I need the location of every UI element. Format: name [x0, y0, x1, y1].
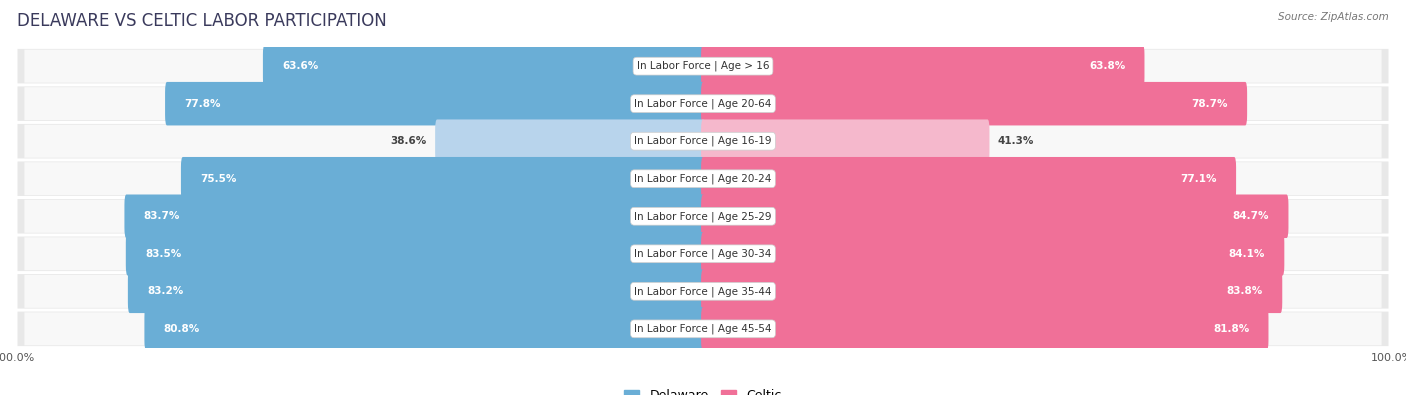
Text: In Labor Force | Age 16-19: In Labor Force | Age 16-19	[634, 136, 772, 147]
Text: 84.1%: 84.1%	[1229, 249, 1265, 259]
Text: In Labor Force | Age 25-29: In Labor Force | Age 25-29	[634, 211, 772, 222]
FancyBboxPatch shape	[702, 82, 1247, 126]
FancyBboxPatch shape	[702, 232, 1284, 276]
Text: 83.5%: 83.5%	[145, 249, 181, 259]
FancyBboxPatch shape	[24, 162, 1382, 195]
FancyBboxPatch shape	[24, 50, 1382, 83]
Text: 83.2%: 83.2%	[148, 286, 183, 296]
Legend: Delaware, Celtic: Delaware, Celtic	[620, 384, 786, 395]
FancyBboxPatch shape	[702, 44, 1144, 88]
Text: In Labor Force | Age 30-34: In Labor Force | Age 30-34	[634, 248, 772, 259]
FancyBboxPatch shape	[702, 269, 1282, 313]
FancyBboxPatch shape	[125, 232, 704, 276]
Text: In Labor Force | Age 45-54: In Labor Force | Age 45-54	[634, 324, 772, 334]
FancyBboxPatch shape	[434, 119, 704, 163]
Text: 83.7%: 83.7%	[143, 211, 180, 221]
FancyBboxPatch shape	[702, 194, 1288, 238]
FancyBboxPatch shape	[165, 82, 704, 126]
Text: 80.8%: 80.8%	[163, 324, 200, 334]
Text: In Labor Force | Age 20-64: In Labor Force | Age 20-64	[634, 98, 772, 109]
Text: Source: ZipAtlas.com: Source: ZipAtlas.com	[1278, 12, 1389, 22]
FancyBboxPatch shape	[24, 125, 1382, 158]
FancyBboxPatch shape	[24, 312, 1382, 345]
Text: DELAWARE VS CELTIC LABOR PARTICIPATION: DELAWARE VS CELTIC LABOR PARTICIPATION	[17, 12, 387, 30]
FancyBboxPatch shape	[24, 200, 1382, 233]
FancyBboxPatch shape	[17, 49, 1389, 83]
Text: 63.8%: 63.8%	[1090, 61, 1125, 71]
FancyBboxPatch shape	[17, 237, 1389, 271]
Text: 78.7%: 78.7%	[1191, 99, 1227, 109]
FancyBboxPatch shape	[17, 312, 1389, 346]
FancyBboxPatch shape	[17, 87, 1389, 121]
FancyBboxPatch shape	[124, 194, 704, 238]
FancyBboxPatch shape	[24, 237, 1382, 270]
Text: 77.1%: 77.1%	[1181, 174, 1218, 184]
FancyBboxPatch shape	[24, 275, 1382, 308]
FancyBboxPatch shape	[17, 274, 1389, 308]
Text: 77.8%: 77.8%	[184, 99, 221, 109]
FancyBboxPatch shape	[181, 157, 704, 201]
Text: 81.8%: 81.8%	[1213, 324, 1250, 334]
FancyBboxPatch shape	[702, 119, 990, 163]
Text: 84.7%: 84.7%	[1233, 211, 1270, 221]
Text: In Labor Force | Age 35-44: In Labor Force | Age 35-44	[634, 286, 772, 297]
FancyBboxPatch shape	[17, 124, 1389, 158]
Text: 38.6%: 38.6%	[391, 136, 427, 146]
Text: In Labor Force | Age 20-24: In Labor Force | Age 20-24	[634, 173, 772, 184]
FancyBboxPatch shape	[128, 269, 704, 313]
FancyBboxPatch shape	[17, 162, 1389, 196]
FancyBboxPatch shape	[17, 199, 1389, 233]
Text: 41.3%: 41.3%	[998, 136, 1035, 146]
Text: 63.6%: 63.6%	[283, 61, 318, 71]
FancyBboxPatch shape	[24, 87, 1382, 120]
Text: In Labor Force | Age > 16: In Labor Force | Age > 16	[637, 61, 769, 71]
Text: 83.8%: 83.8%	[1227, 286, 1263, 296]
FancyBboxPatch shape	[263, 44, 704, 88]
FancyBboxPatch shape	[145, 307, 704, 351]
Text: 75.5%: 75.5%	[200, 174, 236, 184]
FancyBboxPatch shape	[702, 157, 1236, 201]
FancyBboxPatch shape	[702, 307, 1268, 351]
